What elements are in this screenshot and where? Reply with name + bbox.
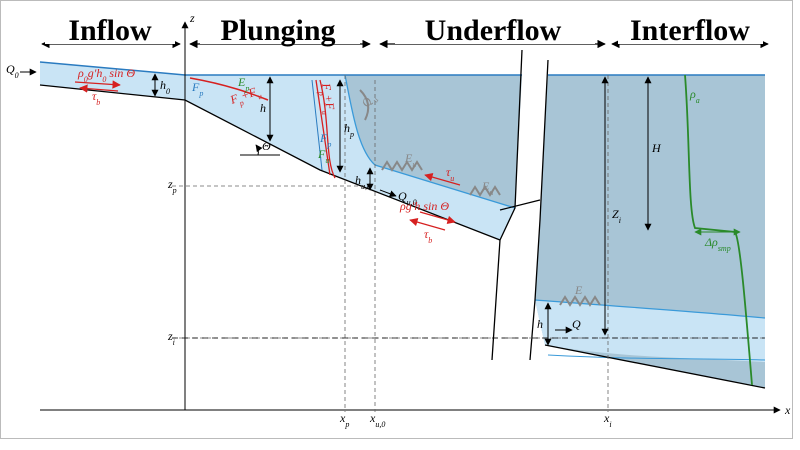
label: E	[574, 283, 583, 297]
label: Θ	[262, 139, 271, 153]
label: Q	[572, 317, 581, 331]
axis-label: z	[189, 11, 195, 25]
axis-label: x	[784, 403, 791, 417]
diagram: Inflow Plunging Underflow Interflow z x …	[0, 0, 800, 450]
section-title: Inflow	[68, 14, 152, 47]
section-title: Interflow	[630, 14, 750, 47]
section-title: Plunging	[220, 14, 335, 47]
label: h	[260, 101, 266, 115]
label: H	[651, 141, 662, 155]
label: ρg'h sin Θ	[399, 199, 449, 213]
section-title: Underflow	[425, 14, 562, 47]
label: h	[537, 317, 543, 331]
